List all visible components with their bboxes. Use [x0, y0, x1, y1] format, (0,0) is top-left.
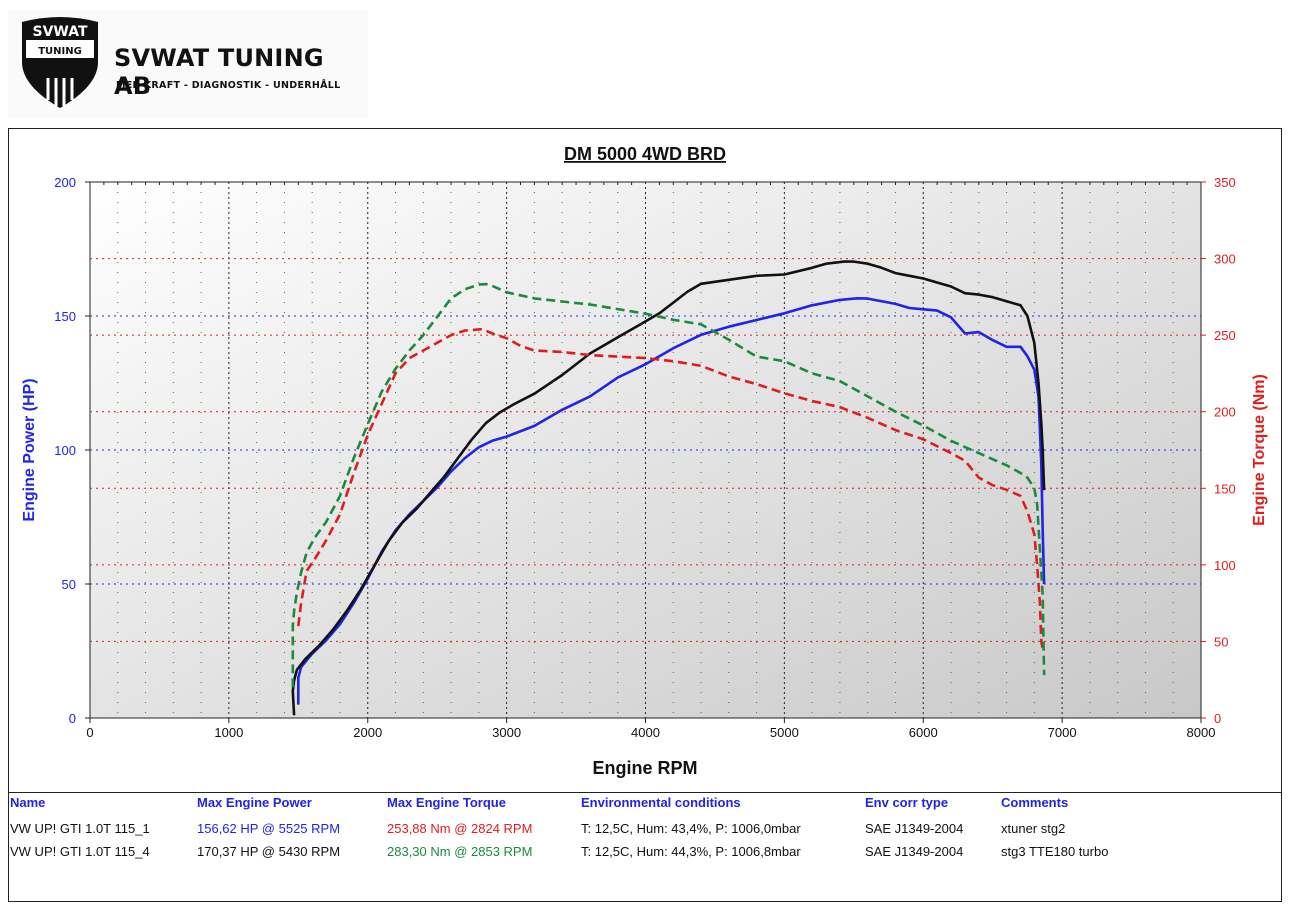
y-right-tick-label: 0	[1214, 711, 1221, 726]
x-axis-label: Engine RPM	[592, 758, 697, 778]
y-right-tick-label: 300	[1214, 252, 1236, 267]
row2-max-power: 170,37 HP @ 5430 RPM	[197, 844, 341, 859]
y-left-tick-label: 50	[62, 577, 76, 592]
x-tick-label: 1000	[214, 725, 243, 740]
company-logo: SVWAT TUNING SVWAT TUNING AB MER KRAFT -…	[8, 10, 368, 118]
y-right-tick-label: 100	[1214, 558, 1236, 573]
logo-mark-subtext: TUNING	[38, 46, 82, 57]
row1-name: VW UP! GTI 1.0T 115_1	[10, 821, 150, 836]
col-header-max-power: Max Engine Power	[197, 795, 312, 810]
x-tick-label: 7000	[1048, 725, 1077, 740]
y-left-tick-label: 200	[54, 175, 76, 190]
x-tick-label: 6000	[909, 725, 938, 740]
shield-logo-icon: SVWAT TUNING	[22, 17, 98, 108]
tick-labels: 0 1000 2000 3000 4000 5000 6000 7000 80000501001…	[54, 175, 1235, 740]
y-right-tick-label: 150	[1214, 481, 1236, 496]
row2-comments: stg3 TTE180 turbo	[1001, 844, 1109, 859]
x-tick-label: 5000	[770, 725, 799, 740]
row1-env-corr: SAE J1349-2004	[865, 821, 964, 836]
company-name: SVWAT TUNING AB	[114, 44, 324, 100]
y-right-tick-label: 200	[1214, 405, 1236, 420]
y-right-tick-label: 250	[1214, 328, 1236, 343]
run2-torque-line	[291, 282, 1046, 688]
table-divider	[9, 792, 1281, 793]
y-left-tick-label: 0	[69, 711, 76, 726]
y-axis-left-label: Engine Power (HP)	[21, 378, 38, 521]
x-tick-label: 0	[86, 725, 93, 740]
row1-environment: T: 12,5C, Hum: 43,4%, P: 1006,0mbar	[581, 821, 801, 836]
y-left-tick-label: 150	[54, 309, 76, 324]
dyno-chart: DM 5000 4WD BRD 0 1000 2000 3000 4000 5000 600…	[21, 144, 1268, 778]
x-tick-label: 3000	[492, 725, 521, 740]
col-header-env-corr: Env corr type	[865, 795, 949, 810]
col-header-max-torque: Max Engine Torque	[387, 795, 506, 810]
row1-max-torque: 253,88 Nm @ 2824 RPM	[387, 821, 533, 836]
dyno-report-panel: DM 5000 4WD BRD 0 1000 2000 3000 4000 5000 600…	[8, 128, 1282, 902]
chart-title: DM 5000 4WD BRD	[564, 144, 726, 164]
x-tick-label: 4000	[631, 725, 660, 740]
col-header-environment: Environmental conditions	[581, 795, 741, 810]
run2-power-line	[291, 260, 1046, 716]
x-tick-label: 2000	[353, 725, 382, 740]
logo-mark-text: SVWAT	[32, 24, 87, 40]
row1-comments: xtuner stg2	[1001, 821, 1066, 836]
series-lines	[291, 260, 1046, 716]
y-left-tick-label: 100	[54, 443, 76, 458]
y-right-tick-label: 50	[1214, 634, 1228, 649]
col-header-comments: Comments	[1001, 795, 1069, 810]
grid	[90, 182, 1201, 718]
row2-env-corr: SAE J1349-2004	[865, 844, 964, 859]
y-axis-right-label: Engine Torque (Nm)	[1251, 374, 1268, 526]
col-header-name: Name	[10, 795, 46, 810]
row2-max-torque: 283,30 Nm @ 2853 RPM	[387, 844, 533, 859]
y-right-tick-label: 350	[1214, 175, 1236, 190]
row1-max-power: 156,62 HP @ 5525 RPM	[197, 821, 341, 836]
row2-environment: T: 12,5C, Hum: 44,3%, P: 1006,8mbar	[581, 844, 801, 859]
x-tick-label: 8000	[1187, 725, 1216, 740]
company-tagline: MER KRAFT - DIAGNOSTIK - UNDERHÅLL	[116, 80, 341, 91]
row2-name: VW UP! GTI 1.0T 115_4	[10, 844, 150, 859]
